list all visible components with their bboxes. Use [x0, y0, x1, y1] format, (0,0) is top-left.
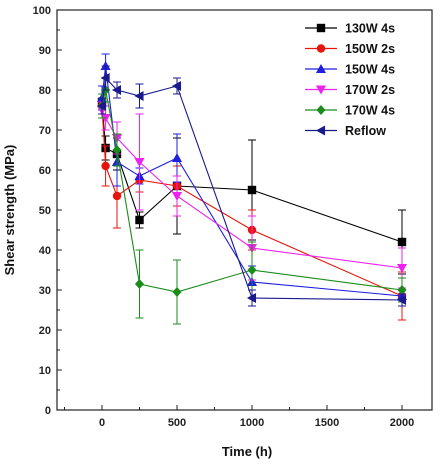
data-point [397, 284, 407, 296]
legend-entry: Reflow [305, 124, 386, 138]
y-tick-label: 60 [39, 165, 51, 177]
data-point [246, 292, 257, 304]
data-point [134, 157, 145, 168]
data-point [396, 263, 408, 274]
y-tick-label: 80 [39, 85, 51, 97]
legend-swatch-marker [315, 125, 326, 136]
x-tick-label: 2000 [390, 417, 414, 429]
data-point [134, 90, 144, 102]
legend-entry: 170W 2s [305, 83, 395, 97]
data-point [171, 80, 182, 92]
y-tick-label: 10 [39, 365, 51, 377]
data-point [112, 191, 122, 201]
y-tick-label: 0 [45, 405, 51, 417]
y-tick-label: 90 [39, 45, 51, 57]
data-point [247, 264, 257, 276]
data-point [396, 294, 407, 306]
series-6 [96, 65, 407, 307]
data-point [100, 72, 110, 84]
data-point [397, 237, 407, 247]
data-point [247, 185, 257, 195]
y-tick-label: 70 [39, 125, 51, 137]
legend-entry: 150W 2s [305, 42, 395, 56]
legend-label: 150W 2s [345, 42, 395, 56]
legend-label: Reflow [345, 124, 386, 138]
legend-label: 170W 2s [345, 83, 395, 97]
legend-label: 130W 4s [345, 22, 395, 36]
legend-entry: 130W 4s [305, 22, 395, 36]
y-tick-label: 50 [39, 205, 51, 217]
x-tick-label: 500 [168, 417, 186, 429]
legend-entry: 170W 4s [305, 104, 395, 118]
x-tick-label: 0 [99, 417, 105, 429]
legend-swatch-marker [316, 44, 326, 53]
data-point [171, 191, 183, 202]
legend-label: 150W 4s [345, 63, 395, 77]
y-tick-label: 100 [33, 5, 51, 17]
legend-label: 170W 4s [345, 104, 395, 118]
data-point [111, 84, 122, 96]
x-tick-label: 1500 [315, 417, 339, 429]
y-axis-label: Shear strength (MPa) [2, 145, 17, 276]
legend-swatch-marker [315, 63, 327, 74]
data-point [134, 278, 145, 290]
data-point [96, 100, 107, 112]
data-point [100, 113, 111, 124]
y-tick-label: 40 [39, 245, 51, 257]
data-point [135, 215, 144, 225]
data-point [101, 161, 110, 171]
data-point [100, 60, 111, 71]
x-axis-label: Time (h) [222, 444, 272, 459]
y-tick-label: 30 [39, 285, 51, 297]
data-point [171, 152, 183, 163]
legend-swatch-marker [315, 85, 327, 95]
x-tick-label: 1000 [240, 417, 264, 429]
legend-swatch-marker [316, 23, 326, 33]
data-point [112, 144, 122, 156]
data-point [172, 286, 182, 298]
legend-entry: 150W 4s [305, 63, 395, 77]
y-tick-label: 20 [39, 325, 51, 337]
legend-swatch-marker [316, 104, 326, 116]
